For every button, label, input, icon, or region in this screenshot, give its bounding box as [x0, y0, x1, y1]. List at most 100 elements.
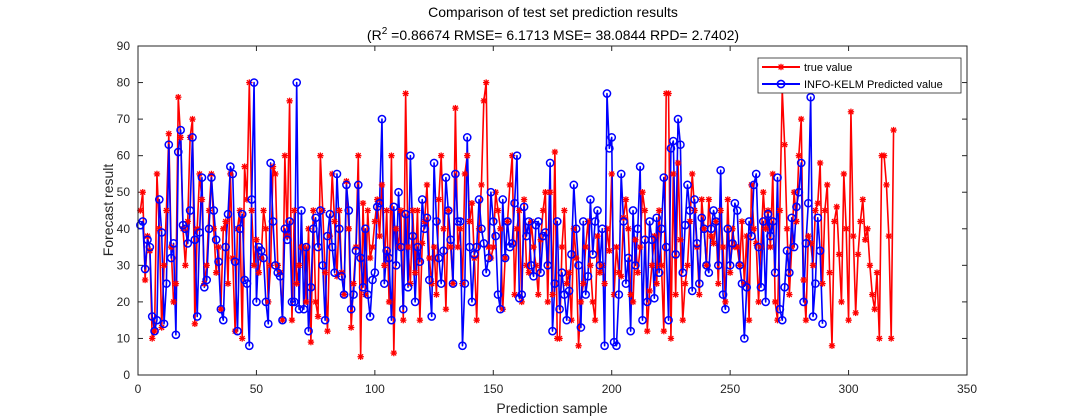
point-true — [272, 170, 279, 178]
point-pred — [574, 260, 583, 270]
point-true — [340, 291, 348, 298]
point-true — [172, 280, 180, 287]
point-true — [139, 189, 146, 196]
point-pred — [263, 319, 273, 329]
point-true — [888, 335, 895, 342]
point-true — [705, 196, 713, 203]
point-true — [565, 269, 573, 276]
y-tick-label: 30 — [117, 258, 131, 272]
point-true — [684, 262, 691, 269]
point-true — [745, 316, 753, 324]
point-true — [177, 134, 184, 141]
point-true — [864, 225, 871, 232]
point-true — [345, 225, 353, 232]
point-true — [501, 254, 509, 262]
y-tick-label: 20 — [117, 295, 131, 309]
point-true — [279, 316, 286, 324]
y-tick-label: 80 — [117, 76, 131, 90]
chart-subtitle: (R2 =0.86674 RMSE= 6.1713 MSE= 38.0844 R… — [367, 26, 739, 43]
point-pred — [171, 330, 181, 340]
point-true — [885, 232, 893, 240]
point-pred — [555, 304, 564, 314]
y-tick-label: 70 — [117, 112, 131, 126]
point-pred — [702, 260, 711, 270]
point-pred — [157, 228, 167, 237]
point-pred — [607, 133, 617, 142]
point-true — [589, 298, 596, 306]
point-pred — [661, 242, 671, 252]
point-true — [454, 243, 461, 251]
point-true — [546, 189, 554, 196]
point-true — [461, 170, 469, 178]
point-true — [760, 189, 767, 196]
point-pred — [541, 228, 550, 237]
point-pred — [770, 268, 780, 277]
point-pred — [595, 260, 605, 270]
point-true — [750, 225, 758, 232]
point-true — [724, 196, 731, 203]
point-pred — [398, 304, 408, 314]
point-pred — [173, 147, 183, 157]
point-pred — [280, 224, 290, 234]
point-pred — [259, 253, 268, 263]
point-true — [795, 152, 803, 159]
point-true — [819, 280, 826, 287]
point-true — [203, 262, 210, 269]
point-pred — [732, 206, 742, 215]
point-true — [281, 152, 289, 159]
point-true — [776, 207, 784, 214]
point-true — [786, 291, 793, 298]
point-pred — [498, 195, 508, 204]
point-pred — [221, 242, 230, 252]
point-true — [880, 152, 888, 159]
point-true — [381, 262, 388, 269]
point-pred — [815, 246, 825, 256]
point-pred — [351, 246, 361, 256]
point-true — [594, 232, 601, 240]
point-true — [767, 243, 774, 251]
point-true — [376, 232, 383, 240]
point-true — [229, 254, 236, 262]
point-true — [149, 335, 156, 342]
x-tick-label: 50 — [250, 382, 264, 396]
point-true — [331, 218, 338, 225]
legend-true-marker — [777, 63, 785, 71]
point-true — [831, 218, 838, 225]
point-pred — [709, 206, 718, 215]
point-pred — [230, 257, 240, 267]
point-pred — [455, 217, 465, 226]
point-true — [696, 291, 703, 298]
point-true — [437, 152, 445, 159]
point-pred — [244, 341, 254, 351]
point-pred — [811, 279, 820, 288]
point-true — [497, 225, 504, 232]
point-pred — [588, 250, 598, 259]
x-tick-label: 150 — [483, 382, 503, 396]
point-true — [447, 243, 454, 251]
point-pred — [313, 242, 323, 252]
point-pred — [785, 268, 794, 277]
y-tick-label: 90 — [117, 39, 131, 53]
point-true — [627, 291, 634, 298]
point-pred — [166, 253, 176, 263]
point-pred — [339, 290, 349, 299]
point-pred — [379, 279, 389, 288]
point-true — [601, 280, 608, 287]
point-true — [672, 291, 679, 298]
point-pred — [803, 198, 813, 208]
point-pred — [586, 195, 595, 204]
plot-frame — [137, 45, 968, 376]
point-pred — [299, 304, 309, 314]
point-pred — [209, 206, 219, 215]
point-pred — [583, 271, 593, 281]
point-true — [667, 335, 675, 342]
point-pred — [479, 239, 489, 248]
point-true — [404, 243, 412, 251]
point-true — [445, 207, 452, 214]
point-pred — [614, 290, 624, 299]
legend-pred-marker — [776, 79, 786, 89]
point-pred — [659, 173, 669, 182]
point-true — [551, 148, 559, 156]
point-pred — [202, 275, 212, 285]
point-pred — [192, 312, 202, 321]
